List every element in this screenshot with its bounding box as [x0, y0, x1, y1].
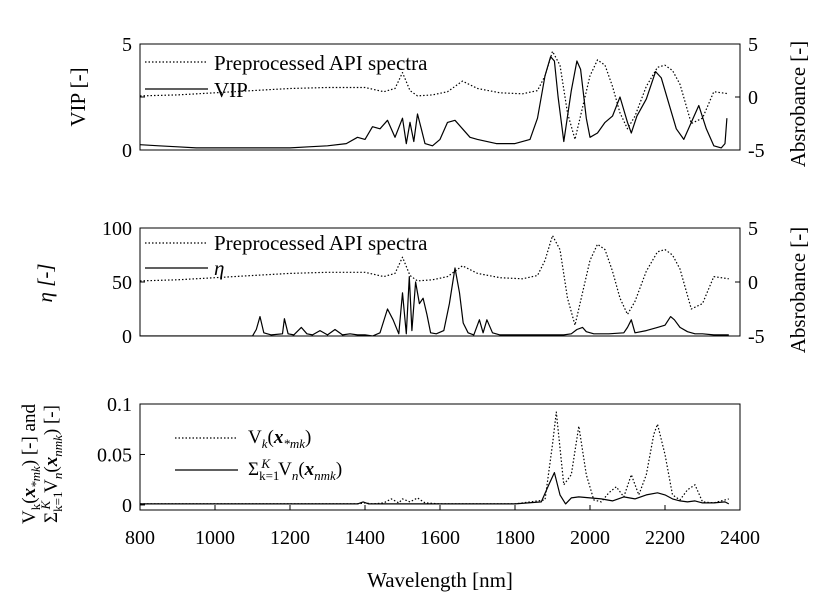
panel-eta-ylabel: η [-] [33, 263, 57, 302]
y-tick-label: 5 [122, 34, 132, 56]
y2-tick-label: -5 [748, 140, 765, 162]
legend-label-vk: Vk(x*mk) [248, 427, 311, 451]
panel-vk-ticks: 0 0.05 0.1 800 1000 1200 1400 1600 1800 2000 2200 2… [97, 394, 760, 549]
y2-tick-label: 0 [748, 272, 758, 294]
y2-tick-label: 0 [748, 87, 758, 109]
series-line-2-2 [140, 267, 729, 336]
panel-eta-series [140, 235, 729, 336]
x-tick-label: 2000 [570, 527, 610, 549]
x-tick-label: 1800 [495, 527, 535, 549]
y-tick-label: 0 [122, 140, 132, 162]
x-tick-label: 1400 [345, 527, 385, 549]
panel-vk-ylabel: Vk(x*mk) [-] andΣk=1KVn(xnmk) [-] [19, 404, 65, 524]
x-tick-label: 1200 [270, 527, 310, 549]
y-tick-label: 0.05 [97, 444, 132, 466]
series-line-3-1 [140, 411, 729, 505]
series-line-1-2 [140, 56, 728, 149]
x-axis-label: Wavelength [nm] [367, 568, 513, 592]
y-tick-label: 100 [102, 218, 132, 240]
legend-label-eta: η [214, 256, 224, 280]
legend-label-api-1: Preprocessed API spectra [214, 51, 428, 75]
panel-vip-ticks: 0 5 -5 0 5 [122, 34, 765, 162]
series-line-3-2 [140, 472, 730, 505]
panel-eta-ticks: 0 50 100 -5 0 5 [102, 218, 765, 348]
series-line-2-1 [140, 235, 729, 326]
y2-tick-label: -5 [748, 326, 765, 348]
x-tick-label: 2200 [645, 527, 685, 549]
panel-vip: 0 5 -5 0 5 VIP [-] Absrobance [-] Preprocess… [66, 34, 810, 167]
y2-tick-label: 5 [748, 218, 758, 240]
panel-vip-ylabel: VIP [-] [66, 67, 90, 126]
panel-vip-legend: Preprocessed API spectra VIP [145, 51, 428, 102]
panel-eta: 0 50 100 -5 0 5 η [-] Absrobance [-] Preproce… [33, 218, 810, 353]
x-tick-label: 1600 [420, 527, 460, 549]
y2-tick-label: 5 [748, 34, 758, 56]
panel-vip-series [140, 50, 729, 149]
panel-vk: 0 0.05 0.1 800 1000 1200 1400 1600 1800 2000 2200 2… [19, 394, 760, 592]
panel-eta-legend: Preprocessed API spectra η [145, 231, 428, 280]
panel-vip-y2label: Absrobance [-] [786, 41, 810, 168]
panel-vk-series [140, 411, 730, 505]
panel-eta-y2label: Absrobance [-] [786, 227, 810, 354]
x-tick-label: 800 [125, 527, 155, 549]
y-tick-label: 0 [122, 326, 132, 348]
panel-vk-legend: Vk(x*mk) Σk=1K Vn(xnmk) [175, 427, 342, 483]
legend-label-vip: VIP [214, 78, 248, 102]
y-tick-label: 0.1 [107, 394, 132, 416]
y-tick-label: 0 [122, 495, 132, 517]
x-tick-label: 2400 [720, 527, 760, 549]
x-tick-label: 1000 [195, 527, 235, 549]
legend-label-vn-sum: Σk=1K Vn(xnmk) [248, 456, 342, 483]
y-tick-label: 50 [112, 272, 132, 294]
legend-label-api-2: Preprocessed API spectra [214, 231, 428, 255]
series-line-1-1 [140, 50, 729, 140]
